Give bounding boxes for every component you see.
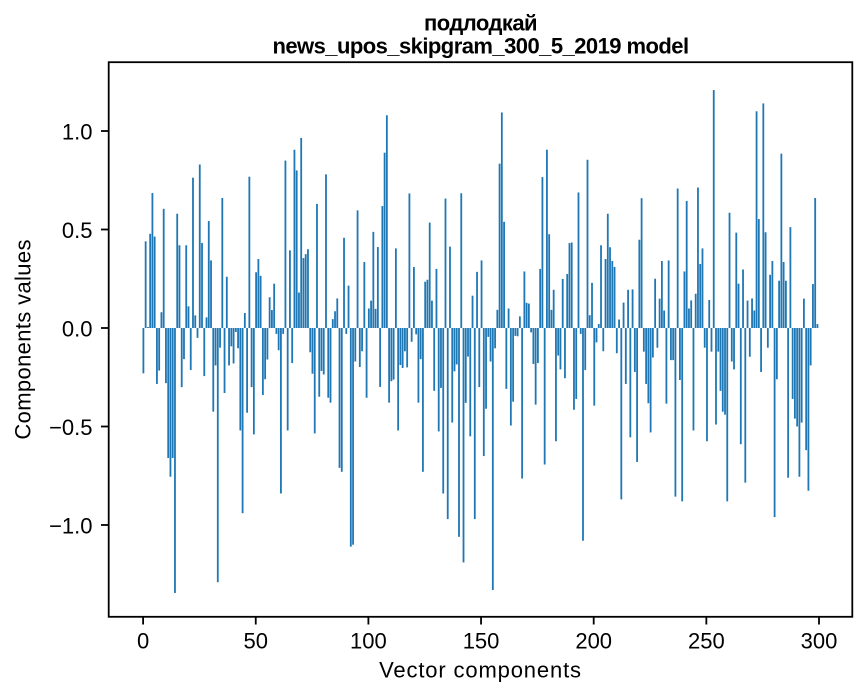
svg-text:200: 200: [575, 629, 612, 654]
svg-text:50: 50: [244, 629, 268, 654]
svg-text:0: 0: [137, 629, 149, 654]
svg-text:подлодкай: подлодкай: [424, 11, 537, 36]
svg-text:0.0: 0.0: [62, 317, 93, 342]
svg-text:news_upos_skipgram_300_5_2019: news_upos_skipgram_300_5_2019 model: [272, 33, 688, 58]
svg-text:−1.0: −1.0: [49, 514, 92, 539]
svg-text:Vector components: Vector components: [379, 657, 582, 682]
svg-text:0.5: 0.5: [62, 218, 93, 243]
svg-text:1.0: 1.0: [62, 120, 93, 145]
svg-text:Components values: Components values: [10, 239, 35, 439]
svg-text:100: 100: [350, 629, 387, 654]
svg-text:−0.5: −0.5: [49, 415, 92, 440]
svg-text:150: 150: [463, 629, 500, 654]
svg-text:250: 250: [688, 629, 725, 654]
svg-text:300: 300: [801, 629, 838, 654]
